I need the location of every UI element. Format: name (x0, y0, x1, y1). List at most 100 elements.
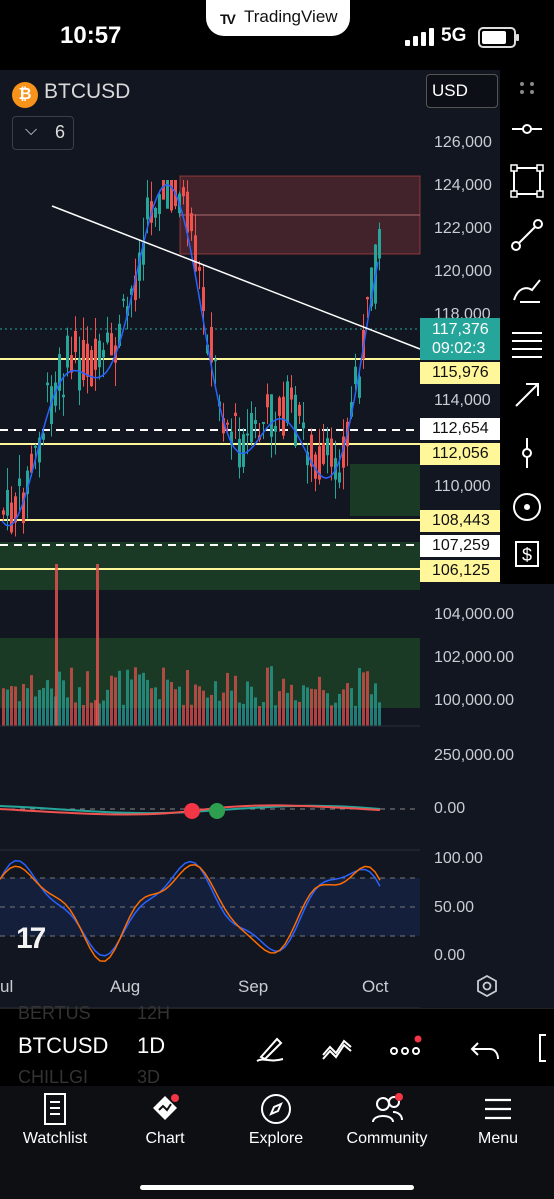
chart-area[interactable]: ₿ BTCUSD ⌵ 6 USD 126,000 124,000 122,000… (0, 70, 554, 1008)
volume-bar (350, 688, 353, 726)
candle-body (298, 404, 301, 416)
chart-symbol[interactable]: BTCUSD (44, 80, 131, 103)
drawing-toolbar: $ (500, 70, 554, 584)
candle-body (118, 323, 121, 347)
currency-select[interactable]: USD (426, 74, 498, 108)
horizontal-ray-icon[interactable] (508, 110, 546, 148)
volume-bar (90, 702, 93, 726)
candle-body (214, 359, 217, 362)
candle-body (70, 355, 73, 373)
fullscreen-icon[interactable] (530, 1031, 554, 1065)
volume-bar (294, 700, 297, 726)
candle-body (266, 394, 269, 408)
tradingview-banner[interactable]: TV TradingView (206, 0, 350, 36)
more-options-icon[interactable] (388, 1031, 422, 1065)
volume-bar (6, 689, 9, 726)
previous-timeframe: 12H (137, 1003, 171, 1023)
candle-body (306, 452, 309, 466)
candle-body (94, 338, 97, 370)
candle-body (158, 194, 161, 215)
candle-body (38, 437, 41, 463)
macd-axis-label: 0.00 (434, 800, 466, 817)
volume-bar (202, 690, 205, 726)
volume-bar (38, 689, 41, 726)
price-axis-label: 102,000.00 (434, 649, 515, 666)
tab-watchlist[interactable]: Watchlist (0, 1086, 110, 1166)
community-icon (372, 1093, 403, 1123)
candle-body (246, 433, 249, 436)
volume-bar (258, 705, 261, 726)
candle-body (62, 394, 65, 398)
level-tag: 115,976 (420, 362, 500, 384)
circle-tool-icon[interactable] (508, 488, 546, 526)
vertical-line-icon[interactable] (508, 434, 546, 472)
battery-icon (478, 27, 519, 48)
candle-body (330, 438, 333, 467)
indicators-icon[interactable] (320, 1031, 354, 1065)
price-label-icon[interactable]: $ (508, 536, 546, 574)
volume-bar (290, 684, 293, 726)
tab-chart[interactable]: Chart (110, 1086, 220, 1166)
chart-canvas[interactable] (0, 70, 554, 1008)
volume-bar (318, 676, 321, 726)
candle-body (274, 425, 277, 432)
status-bar: 10:57 TV TradingView 5G (0, 0, 554, 70)
volume-bar (378, 702, 381, 726)
volume-bar (66, 697, 69, 726)
candle-body (210, 327, 213, 363)
volume-bar (194, 684, 197, 726)
time-axis-label: Aug (110, 977, 141, 996)
candle-body (190, 213, 193, 232)
demand-zone (350, 464, 420, 516)
tab-menu[interactable]: Menu (443, 1086, 553, 1166)
candle-body (202, 287, 205, 311)
tab-explore[interactable]: Explore (221, 1086, 331, 1166)
tab-label: Community (346, 1130, 428, 1147)
candle-body (194, 235, 197, 272)
macd-cross-marker (184, 803, 200, 819)
volume-bar (98, 703, 101, 726)
tab-community[interactable]: Community (332, 1086, 442, 1166)
volume-bar (2, 688, 5, 726)
undo-icon[interactable] (468, 1031, 502, 1065)
brush-icon[interactable] (508, 270, 546, 308)
svg-text:$: $ (522, 545, 532, 565)
time-axis-label: ul (0, 977, 14, 996)
volume-bar (242, 703, 245, 726)
pen-draw-icon[interactable] (253, 1031, 287, 1065)
fib-retracement-icon[interactable] (508, 325, 546, 363)
candle-body (242, 434, 245, 467)
price-axis-label: 110,000 (434, 478, 491, 495)
candle-body (318, 446, 321, 480)
candle-body (366, 296, 369, 300)
chart-settings-icon[interactable] (476, 975, 498, 997)
volume-bar (186, 669, 189, 726)
candle-body (66, 335, 69, 368)
trendline (51, 205, 421, 350)
volume-bar (322, 690, 325, 726)
volume-bar (362, 672, 365, 726)
volume-bar (254, 697, 257, 726)
level-tag: 112,654 (420, 418, 500, 440)
volume-bar (150, 688, 153, 726)
arrow-tool-icon[interactable] (508, 376, 546, 414)
trend-line-icon[interactable] (508, 216, 546, 254)
indicators-toggle[interactable]: ⌵ 6 (12, 116, 74, 150)
level-tag: 112,056 (420, 443, 500, 465)
drag-handle-icon[interactable] (508, 72, 546, 110)
bitcoin-icon: ₿ (12, 82, 38, 108)
candle-body (122, 298, 125, 301)
volume-bar (58, 671, 61, 726)
volume-bar (182, 704, 185, 726)
volume-bar (158, 699, 161, 726)
timeframe-selector[interactable]: 1D (137, 1033, 166, 1058)
macd-cross-marker (209, 803, 225, 819)
symbol-selector[interactable]: BTCUSD (18, 1033, 109, 1058)
volume-bar (130, 679, 133, 726)
volume-bar (346, 683, 349, 726)
volume-bar (334, 702, 337, 726)
volume-bar (234, 675, 237, 726)
volume-bar (142, 672, 145, 726)
candle-body (134, 275, 137, 301)
rectangle-tool-icon[interactable] (508, 162, 546, 200)
